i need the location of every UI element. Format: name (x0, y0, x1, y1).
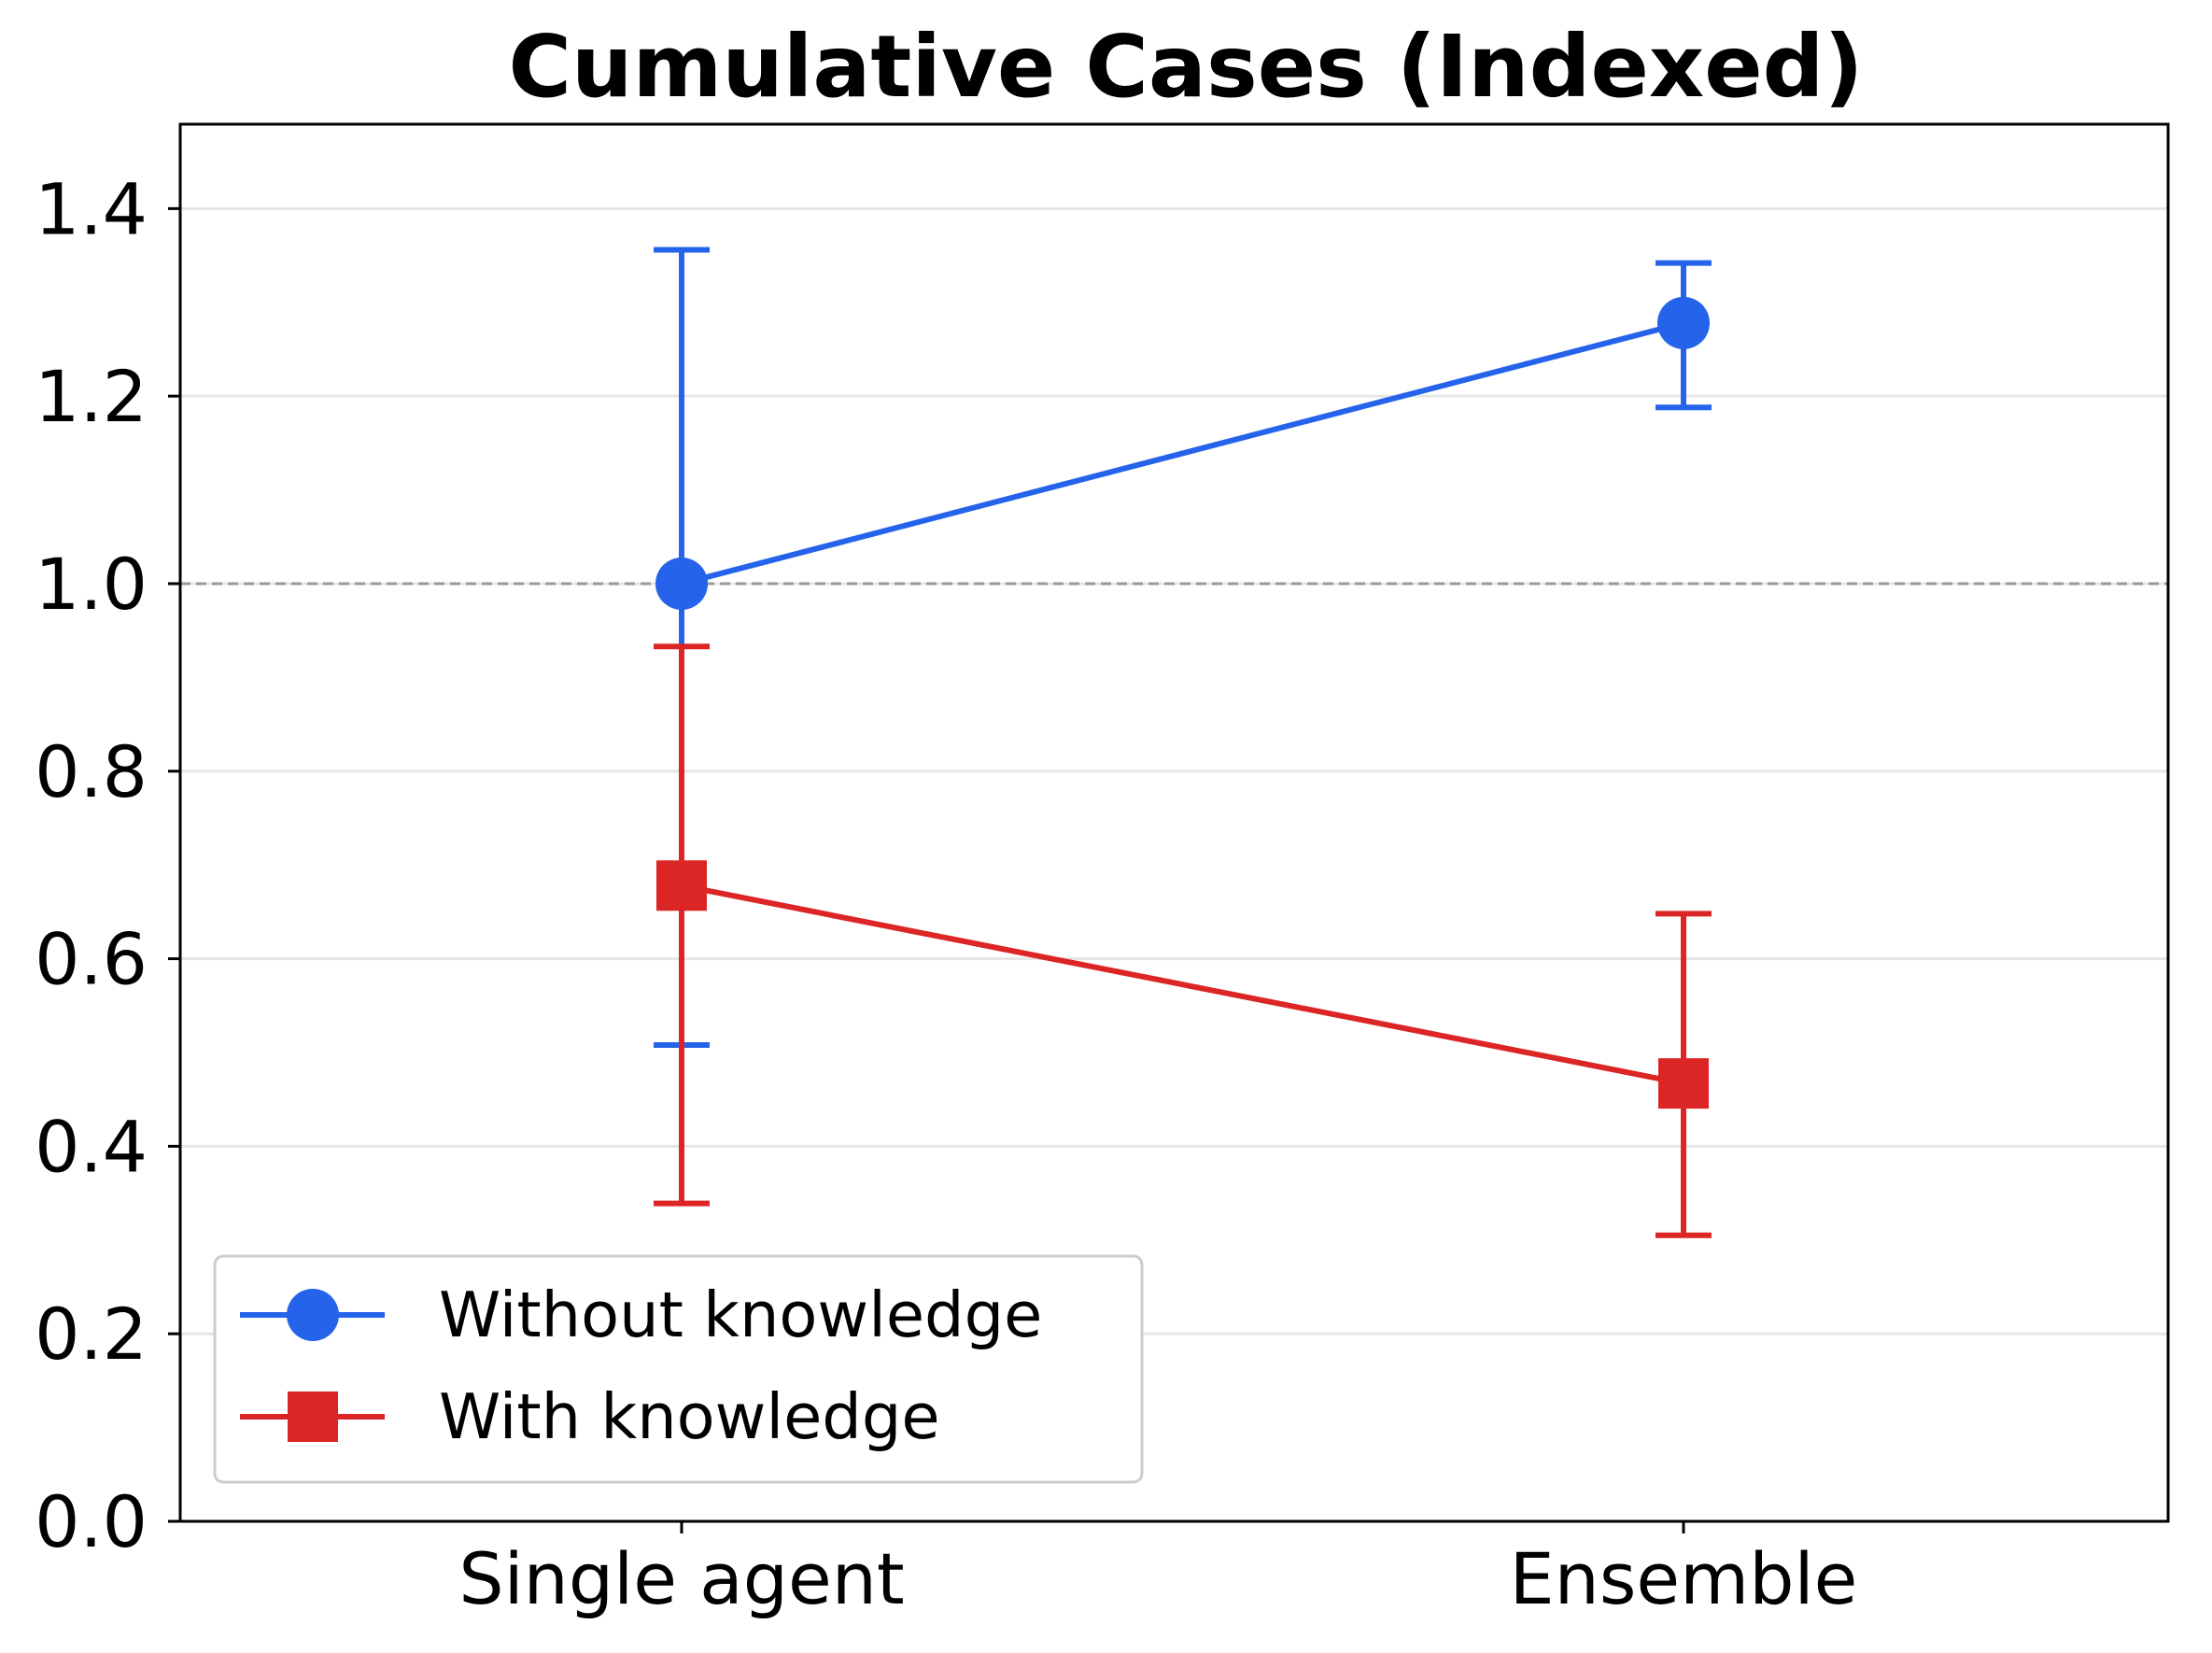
legend-label-with-knowledge: With knowledge (439, 1380, 940, 1453)
x-axis: Single agent Ensemble (458, 1521, 1857, 1620)
legend-marker-square (288, 1392, 338, 1442)
y-tick-label: 0.0 (35, 1480, 148, 1563)
series-line (681, 319, 1684, 586)
legend-marker-circle (287, 1289, 339, 1341)
plot-frame (178, 122, 2170, 1523)
data-point (655, 557, 708, 610)
data-point (656, 860, 707, 911)
y-tick-label: 0.6 (35, 918, 148, 1001)
y-tick-label: 0.4 (35, 1105, 148, 1188)
legend-box (213, 1254, 1144, 1484)
y-tick-label: 0.8 (35, 730, 148, 813)
gridlines (180, 206, 2168, 1335)
y-tick-label: 0.2 (35, 1293, 148, 1376)
y-tick-label: 1.2 (35, 355, 148, 438)
chart-title: Cumulative Cases (Indexed) (508, 17, 1863, 117)
series-group (654, 247, 1712, 1238)
data-point (1657, 296, 1710, 349)
legend-label-without-knowledge: Without knowledge (439, 1279, 1042, 1351)
x-tick-label: Single agent (458, 1537, 904, 1620)
legend: Without knowledge With knowledge (213, 1254, 1144, 1484)
series-with-knowledge (654, 643, 1712, 1238)
series-without-knowledge (654, 247, 1712, 1048)
data-point (1658, 1058, 1709, 1109)
y-axis: 0.0 0.2 0.4 0.6 0.8 1.0 1.2 1.4 (35, 167, 180, 1563)
x-tick-label: Ensemble (1510, 1537, 1858, 1620)
y-tick-label: 1.0 (35, 543, 148, 626)
series-line (681, 883, 1684, 1087)
y-tick-label: 1.4 (35, 167, 148, 250)
